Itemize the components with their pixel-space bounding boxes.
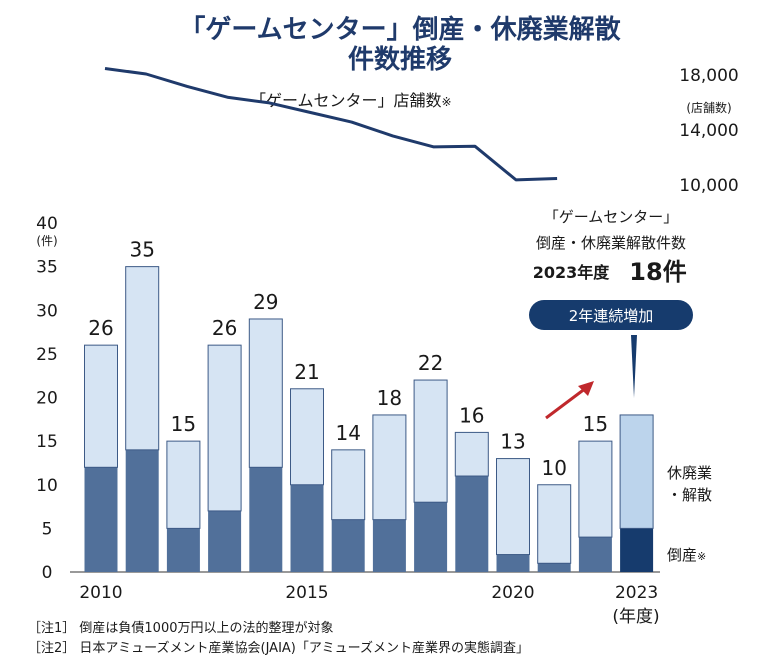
bar-closure-2023 (619, 414, 654, 529)
bar-closure-2016 (331, 449, 366, 521)
bar-total-label-2011: 35 (129, 238, 154, 262)
y-tick-label: 25 (36, 345, 58, 365)
legend-upper-line2: ・解散 (667, 486, 712, 504)
bar-bankruptcy-2021 (537, 563, 571, 572)
store-series-label: 「ゲームセンター」店舗数※ (250, 91, 452, 110)
x-tick-label: 2015 (285, 583, 328, 603)
x-tick-label: 2023 (615, 583, 658, 603)
bar-bankruptcy-2015 (290, 484, 324, 572)
trend-arrow-head (578, 381, 594, 396)
bar-closure-2014 (248, 318, 283, 468)
store-axis-tick-label: 18,000 (679, 66, 738, 86)
x-tick-label: 2010 (79, 583, 122, 603)
bar-bankruptcy-2019 (455, 476, 489, 572)
y-tick-label: 10 (36, 476, 58, 496)
bar-total-label-2017: 18 (377, 386, 402, 410)
note-1: ［注1］ 倒産は負債1000万円以上の法的整理が対象 (28, 620, 334, 636)
bar-closure-2020 (496, 458, 530, 556)
bar-bankruptcy-2020 (496, 554, 530, 572)
callout-line2: 倒産・休廃業解散件数 (536, 234, 686, 252)
callout-line1: 「ゲームセンター」 (544, 208, 679, 226)
x-unit-label: (年度) (612, 607, 659, 627)
bar-total-label-2022: 15 (583, 412, 608, 436)
chart-title-line1: 「ゲームセンター」倒産・休廃業解散 (179, 14, 620, 45)
y-tick-label: 20 (36, 389, 58, 409)
bar-total-label-2012: 15 (171, 412, 196, 436)
bar-closure-2021 (537, 484, 572, 564)
bar-closure-2011 (125, 266, 160, 451)
bar-closure-2019 (454, 431, 489, 477)
store-right-axis: 18,000 14,000 10,000 (679, 66, 738, 196)
note-2: ［注2］ 日本アミューズメント産業協会(JAIA)「アミューズメント産業界の実態… (28, 640, 529, 656)
bar-total-label-2015: 21 (294, 360, 319, 384)
bar-total-label-2014: 29 (253, 290, 278, 314)
bar-bankruptcy-2018 (414, 502, 448, 572)
bar-bankruptcy-2013 (208, 510, 242, 572)
bar-closure-2013 (207, 344, 242, 512)
store-unit-label: (店舗数) (686, 100, 731, 115)
y-tick-label: 40 (36, 214, 58, 234)
bar-closure-2015 (290, 388, 324, 486)
y-tick-label: 15 (36, 432, 58, 452)
store-axis-tick-label: 14,000 (679, 121, 738, 141)
bar-closure-2017 (372, 414, 407, 521)
callout-badge (529, 300, 693, 330)
y-tick-label: 5 (42, 519, 53, 539)
trend-arrow-shaft (545, 386, 587, 420)
bar-total-label-2020: 13 (500, 430, 525, 454)
callout-year: 2023年度 (533, 263, 611, 282)
store-count-line (104, 67, 558, 182)
y-tick-label: 35 (36, 258, 58, 278)
legend-lower-mark: ※ (697, 550, 706, 563)
store-series-label-mark: ※ (442, 95, 452, 109)
x-tick-label: 2020 (491, 583, 534, 603)
bar-bankruptcy-2014 (249, 467, 283, 572)
bar-bankruptcy-2010 (84, 467, 118, 572)
legend-lower: 倒産※ (667, 546, 706, 564)
callout-badge-text: 2年連続増加 (569, 307, 654, 325)
bar-bankruptcy-2022 (578, 537, 612, 572)
bar-closure-2010 (84, 344, 118, 468)
bar-closure-2018 (413, 379, 448, 503)
callout-count: 18件 (629, 258, 686, 286)
y-tick-label: 30 (36, 301, 58, 321)
store-series-label-text: 「ゲームセンター」店舗数 (250, 91, 442, 110)
y-axis: 0 5 10 15 20 25 30 35 40 (36, 214, 58, 583)
legend-lower-text: 倒産 (667, 546, 697, 564)
bar-bankruptcy-2011 (125, 449, 159, 572)
bar-total-label-2021: 10 (541, 456, 566, 480)
bar-bankruptcy-2023 (620, 528, 654, 572)
bar-total-label-2019: 16 (459, 403, 484, 427)
bar-bankruptcy-2012 (166, 528, 200, 572)
store-line-group (104, 67, 558, 182)
bar-closure-2022 (578, 440, 613, 538)
callout-pointer (631, 335, 637, 398)
bars-group: 26 35 15 26 29 21 14 18 22 16 13 10 15 (84, 238, 654, 572)
y-tick-label: 0 (42, 563, 53, 583)
bar-total-label-2018: 22 (418, 351, 443, 375)
chart-title-line2: 件数推移 (348, 45, 452, 75)
bar-closure-2012 (166, 440, 201, 529)
bar-total-label-2013: 26 (212, 316, 237, 340)
y-unit-label: (件) (36, 234, 57, 248)
x-axis: 2010 2015 2020 2023 (79, 583, 658, 603)
bar-total-label-2010: 26 (88, 316, 113, 340)
bar-bankruptcy-2017 (372, 519, 406, 572)
legend-upper-line1: 休廃業 (667, 464, 712, 482)
bar-total-label-2016: 14 (335, 421, 360, 445)
bar-bankruptcy-2016 (331, 519, 365, 572)
store-axis-tick-label: 10,000 (679, 176, 738, 196)
